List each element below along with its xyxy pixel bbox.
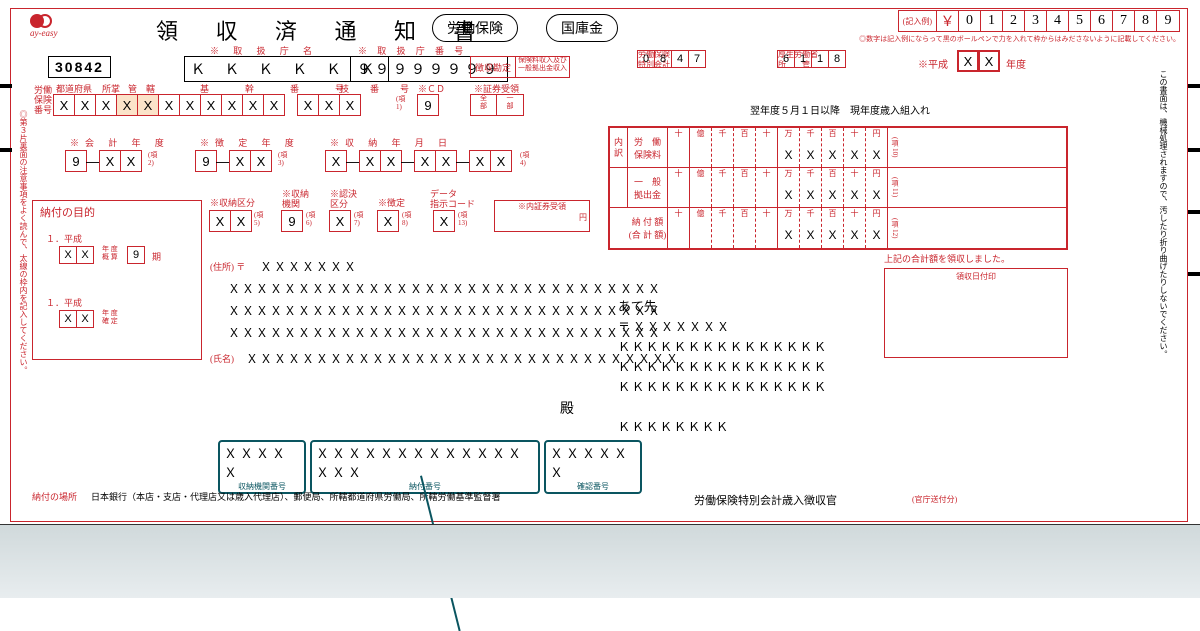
shunou-cells: X — X X — X X — X X [326,150,512,172]
amount-cell[interactable]: 億 [690,128,712,167]
entry-example-yen: ￥ [937,11,959,31]
teal-box-2: ＸＸＸＸＸＸＸＸＸＸＸＸＸＸＸＸ 納付番号 [310,440,540,494]
cd-cell[interactable]: 9 [417,94,439,116]
amount-cell[interactable]: 百X [822,168,844,207]
form-code: 30842 [48,56,111,78]
amount-cell[interactable]: 百 [734,168,756,207]
footer-strip [0,524,1200,598]
amount-cell[interactable]: 円X [866,208,888,248]
amount-cell[interactable]: 千 [712,168,734,207]
kousei-group: 厚生労働省 所 管 6 1 1 8 [778,50,818,69]
amount-cell[interactable]: 千X [800,208,822,248]
amount-cell[interactable]: 十X [844,208,866,248]
heisei-label: ※平成 [918,56,948,71]
amount-cell[interactable]: 万X [778,208,800,248]
purpose-box [32,200,202,360]
teal-box-3: ＸＸＸＸＸＸ 確認番号 [544,440,642,494]
receipt-seal-box: 領収日付印 [884,268,1068,358]
amount-cell[interactable]: 万X [778,128,800,167]
amount-cell[interactable]: 十 [756,208,778,248]
insno-cells: X X X X X X X X X X X X X X [54,94,361,116]
nai-shoken-box: ※内証券受領 円 [494,200,590,232]
footer-right2: (官庁送付分) [912,494,957,505]
amount-cell[interactable]: 千X [800,168,822,207]
levy-box: 徴収勘定 保険料収入及び 一般拠出金収入 [470,56,570,78]
shoken-box: 全 部 一 部 [470,94,524,116]
amount-cell[interactable]: 億 [690,168,712,207]
amount-cell[interactable]: 十 [668,208,690,248]
amount-cell[interactable]: 百X [822,208,844,248]
amount-cell[interactable]: 千X [800,128,822,167]
amount-cell[interactable]: 円X [866,168,888,207]
right-margin-note: この書面は、機械処理されますので、汚したり折り曲げたりしないでください。 [1158,70,1169,358]
topnote: 翌年度５月１日以降 現年度歳入組入れ [750,102,930,117]
amount-cell[interactable]: 百X [822,128,844,167]
amount-cell[interactable]: 十 [668,128,690,167]
amount-cell[interactable]: 円X [866,128,888,167]
nofu-basho: 日本銀行（本店・支店・代理店又は歳入代理店）、郵便局、所轄都道府県労働局、所轄労… [91,490,501,503]
footer-right1: 労働保険特別会計歳入徴収官 [694,492,837,508]
entry-example-box: (記入例) ￥ 0 1 2 3 4 5 6 7 8 9 [898,10,1180,32]
kaikei-cells: 9 — X X [66,150,142,172]
pill-roudou: 労働保険 [432,14,518,42]
entry-note: ◎数字は記入例にならって黒のボールペンで力を入れて枠からはみださないように記載し… [859,34,1180,44]
amount-cell[interactable]: 百 [734,208,756,248]
amount-cell[interactable]: 万X [778,168,800,207]
amounts-grid: 内 訳 労 働 保険料 十億千百十万X千X百X十X円X (項 10) 一 般 拠… [608,126,1068,250]
tokkai-group: 労働保険 特別会計 0 8 4 7 [638,50,670,78]
nendo-label: 年度 [1006,56,1026,71]
teal-box-1: ＸＸＸＸＸ 収納機関番号 [218,440,306,494]
insno-side: 労働 保険 番号 [34,86,48,116]
amount-cell[interactable]: 十X [844,168,866,207]
pill-kokko: 国庫金 [546,14,618,42]
amount-cell[interactable]: 千 [712,208,734,248]
left-margin-note: ◎第３片裏面の注意事項をよく読んで、太線の枠内を記入してください。 [18,110,29,374]
amount-cell[interactable]: 十 [756,168,778,207]
amount-cell[interactable]: 百 [734,128,756,167]
amount-cell[interactable]: 十X [844,128,866,167]
amount-cell[interactable]: 千 [712,128,734,167]
kettei-cells: 9 — X X [196,150,272,172]
amount-cell[interactable]: 十 [668,168,690,207]
amount-cell[interactable]: 億 [690,208,712,248]
nofu-basho-label: 納付の場所 [32,490,77,503]
payeasy-logo: ay-easy [30,14,78,40]
entry-example-label: (記入例) [899,11,937,31]
heisei-cells: X X [958,50,1000,72]
amount-cell[interactable]: 十 [756,128,778,167]
